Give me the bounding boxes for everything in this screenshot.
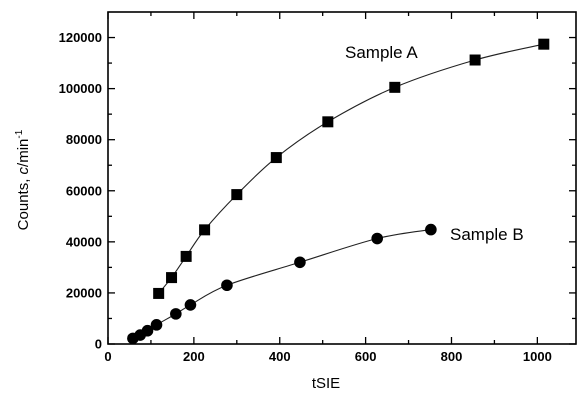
y-tick-label: 80000 [66, 132, 102, 147]
square-marker [166, 272, 178, 284]
plot-frame [107, 11, 577, 345]
square-marker [180, 250, 192, 262]
circle-marker [294, 256, 306, 269]
fit-curve [158, 43, 544, 294]
axes: 0 200 400 600 800 1000 0 20000 40000 60000 80000 10… [59, 11, 577, 364]
y-tick-label: 20000 [66, 285, 102, 300]
circle-marker [150, 319, 163, 331]
y-axis-title-sup: -1 [14, 129, 25, 138]
y-axis-title: Counts, c/min-1 [14, 129, 32, 230]
square-marker [469, 54, 481, 66]
square-marker [322, 116, 334, 128]
circle-marker [425, 223, 437, 236]
y-tick-label: 100000 [59, 81, 102, 96]
y-axis-title-italic: c [15, 166, 32, 174]
y-axis-title-main: Counts, [15, 174, 32, 230]
square-marker [538, 38, 550, 50]
square-marker [199, 224, 211, 236]
fit-curve [132, 229, 431, 339]
y-tick-label: 60000 [66, 183, 102, 198]
circle-marker [184, 299, 197, 311]
x-tick-label: 800 [441, 349, 463, 364]
y-tick-label: 120000 [59, 30, 102, 45]
square-marker [270, 152, 282, 164]
x-tick-label: 200 [183, 349, 205, 364]
x-tick-label: 0 [104, 349, 111, 364]
data-markers [127, 38, 550, 345]
circle-marker [221, 279, 233, 292]
y-tick-label: 0 [95, 337, 102, 352]
circle-marker [371, 232, 384, 245]
circle-marker [170, 308, 182, 320]
x-axis-title: tSIE [312, 375, 340, 392]
x-tick-label: 600 [355, 349, 377, 364]
y-tick-label: 40000 [66, 234, 102, 249]
square-marker [231, 189, 243, 201]
x-tick-label: 400 [269, 349, 291, 364]
series-labels: Sample A Sample B [345, 43, 524, 244]
fit-curves [132, 43, 544, 339]
circle-marker [141, 324, 154, 337]
series-label-b: Sample B [450, 225, 524, 244]
square-marker [389, 81, 401, 93]
series-label-a: Sample A [345, 43, 418, 62]
x-tick-label: 1000 [523, 349, 552, 364]
y-axis-title-unit: /min [15, 139, 32, 167]
square-marker [153, 287, 165, 299]
